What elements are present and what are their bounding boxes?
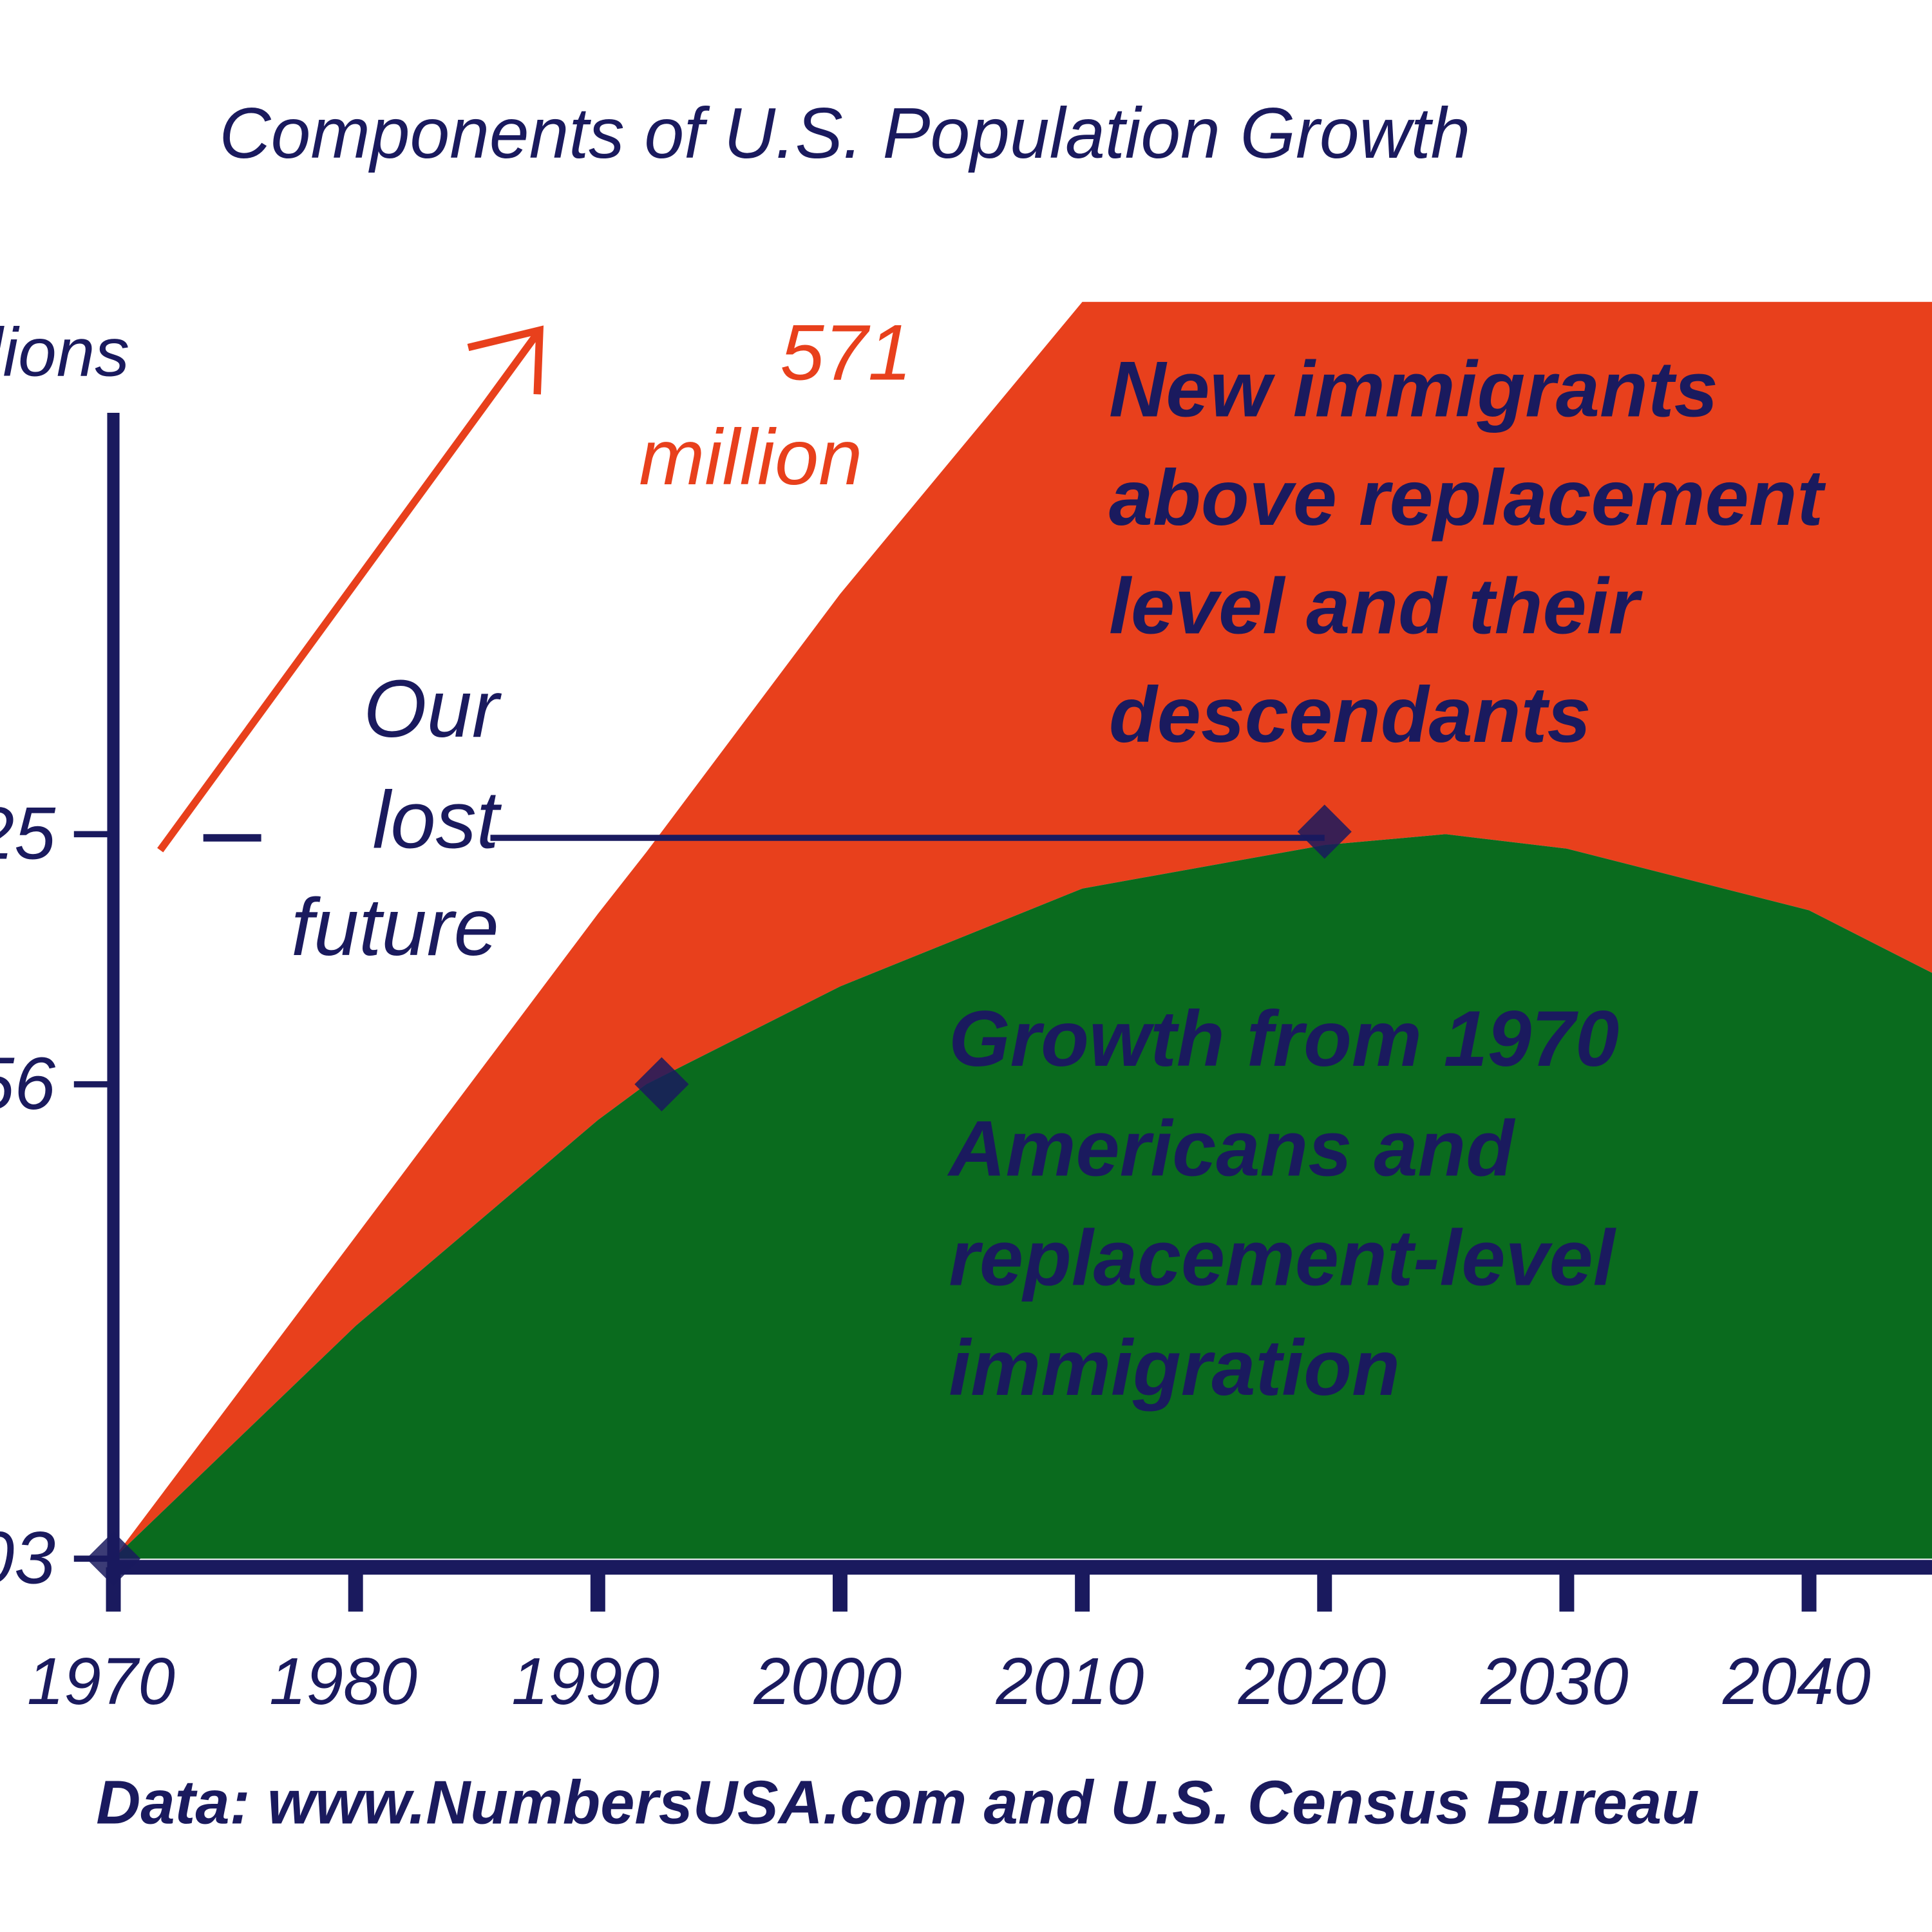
chart-title: Components of U.S. Population Growth (220, 93, 1471, 173)
growth-label: Growth from 1970 (949, 994, 1619, 1083)
total-value: 571 (781, 308, 912, 396)
arrow-head (467, 325, 544, 395)
x-tick-label: 2000 (753, 1643, 902, 1718)
area (113, 834, 1932, 1559)
immigrants-label: level and their (1109, 562, 1643, 650)
plot: Components of U.S. Population Growth Mill… (0, 93, 1932, 1837)
x-tick-label: 2030 (1480, 1643, 1629, 1718)
diamond (1297, 804, 1352, 859)
lost-future-label: Our (363, 663, 502, 754)
x-tick-label: 1980 (269, 1643, 417, 1718)
growth-label: Americans and (947, 1104, 1515, 1192)
immigrants-label: above replacement (1109, 453, 1826, 542)
x-tick-label: 2040 (1722, 1643, 1871, 1718)
diamond (86, 1531, 141, 1586)
y-axis-label: Millions (0, 314, 129, 391)
growth-label: immigration (949, 1323, 1400, 1412)
x-tick-label: 2020 (1238, 1643, 1387, 1718)
lost-future-label: lost (372, 774, 502, 865)
x-tick-label: 2010 (996, 1643, 1144, 1718)
y-tick-label: 325 (0, 793, 56, 875)
y-tick-label: 203 (0, 1517, 55, 1600)
y-tick-label: 256 (0, 1043, 55, 1125)
area (113, 301, 1932, 1559)
growth-label: replacement-level (949, 1214, 1616, 1302)
lost-future-label: future (291, 882, 499, 972)
total-unit: million (639, 413, 862, 501)
arrow-shaft (157, 328, 543, 853)
x-tick-label: 1970 (27, 1643, 175, 1718)
immigrants-label: descendants (1109, 670, 1591, 759)
x-tick-label: 1990 (511, 1643, 659, 1718)
immigrants-label: New immigrants (1109, 345, 1718, 433)
source: Data: www.NumbersUSA.com and U.S. Census… (96, 1768, 1699, 1837)
